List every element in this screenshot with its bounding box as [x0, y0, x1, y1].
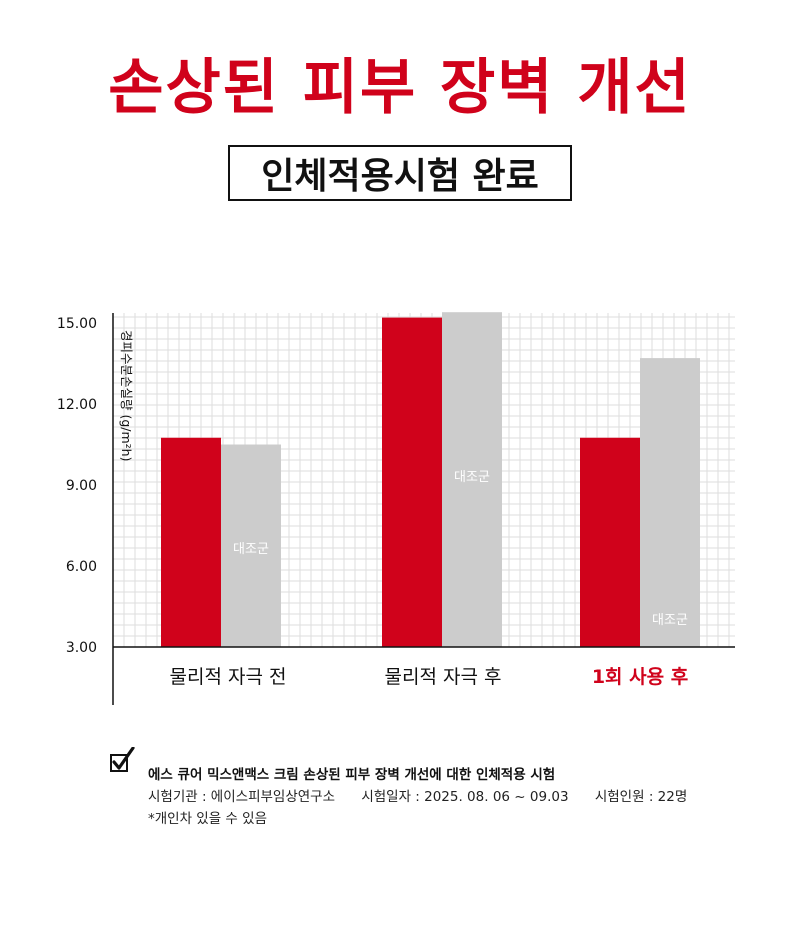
y-tick-label: 9.00 — [66, 478, 97, 494]
bar-product-1 — [382, 317, 442, 647]
bar-control-2 — [640, 358, 700, 647]
y-tick-label: 12.00 — [57, 397, 97, 413]
bar-product-2 — [580, 437, 640, 647]
y-tick-label: 15.00 — [57, 316, 97, 332]
footnote-subjects: 시험인원 : 22명 — [594, 789, 688, 805]
checkbox-check-icon — [110, 747, 135, 772]
bar-product-0 — [161, 437, 221, 647]
subtitle-box: 인체적용시험 완료 — [228, 145, 572, 201]
axes: 3.00 6.00 9.00 12.00 15.00 경피수분손실량 (g/m²h) 물리적… — [57, 313, 735, 705]
bar-label-control: 대조군 — [233, 542, 269, 557]
y-tick-label: 6.00 — [66, 559, 97, 575]
bar-label-control: 대조군 — [454, 470, 490, 485]
headline-title: 손상된 피부 장벽 개선 — [108, 53, 692, 123]
bar-label-control: 대조군 — [652, 613, 688, 628]
x-tick-label: 물리적 자극 후 — [385, 666, 502, 688]
footnote-institution: 시험기관 : 에이스피부임상연구소 — [148, 789, 336, 805]
x-tick-label: 1회 사용 후 — [592, 666, 688, 688]
x-tick-label: 물리적 자극 전 — [170, 666, 287, 688]
bar-control-0 — [221, 444, 281, 647]
footnote-period: 시험일자 : 2025. 08. 06 ~ 09.03 — [361, 789, 569, 805]
bar-control-1 — [442, 312, 502, 647]
y-tick-label: 3.00 — [66, 640, 97, 656]
y-axis-label: 경피수분손실량 (g/m²h) — [119, 330, 134, 461]
footnote-title: 에스 큐어 믹스앤맥스 크림 손상된 피부 장벽 개선에 대한 인체적용 시험 — [148, 767, 556, 783]
footnote-disclaimer: *개인차 있을 수 있음 — [148, 811, 267, 827]
footnote-meta: 시험기관 : 에이스피부임상연구소 시험일자 : 2025. 08. 06 ~ … — [148, 785, 709, 805]
